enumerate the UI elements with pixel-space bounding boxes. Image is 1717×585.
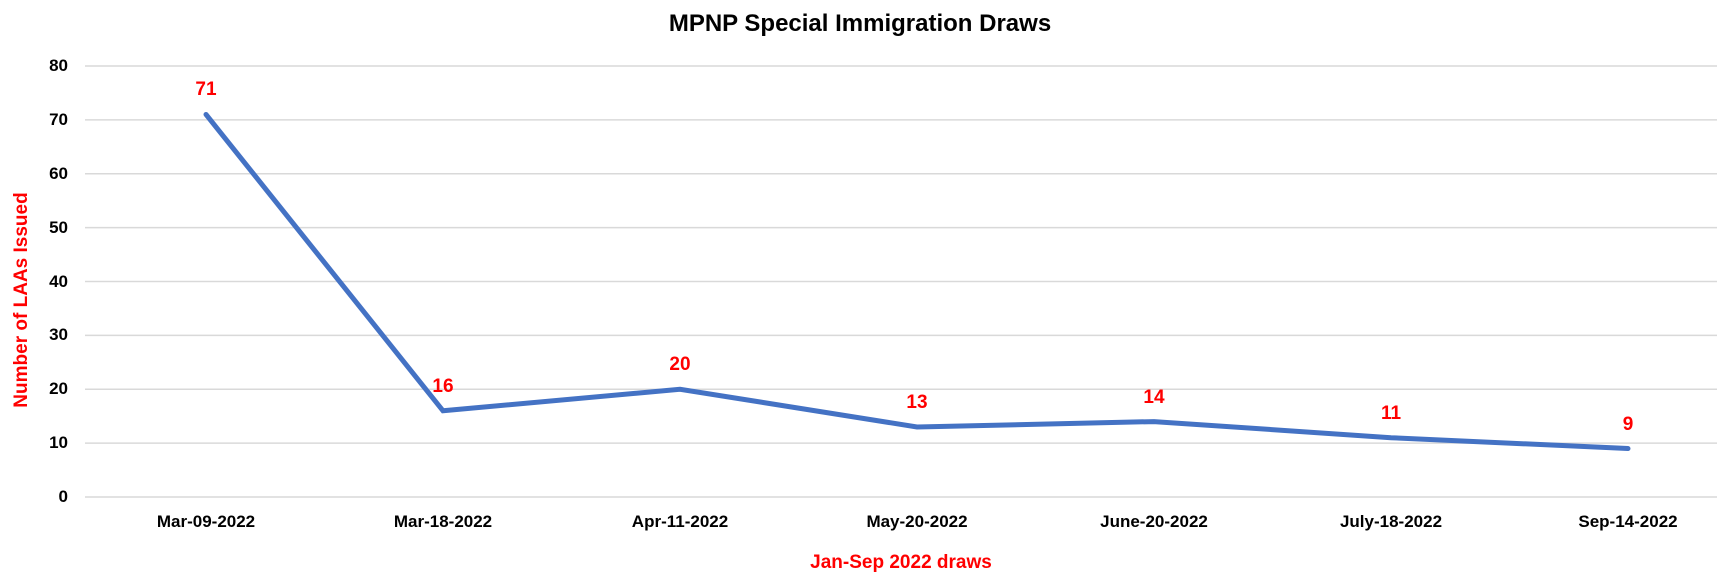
data-label: 14 bbox=[1143, 386, 1165, 408]
y-tick-label: 60 bbox=[49, 163, 68, 183]
data-label: 20 bbox=[669, 354, 691, 376]
y-tick-label: 80 bbox=[49, 56, 68, 75]
x-tick-label: Sep-14-2022 bbox=[1578, 512, 1678, 531]
y-tick-label: 50 bbox=[49, 217, 68, 237]
y-tick-label: 40 bbox=[49, 271, 68, 291]
x-tick-label: Mar-09-2022 bbox=[156, 512, 256, 531]
data-label: 71 bbox=[195, 79, 217, 101]
x-tick-label: Apr-11-2022 bbox=[631, 512, 729, 531]
data-label: 13 bbox=[906, 391, 928, 413]
y-tick-label: 30 bbox=[49, 325, 68, 345]
y-tick-label: 10 bbox=[49, 433, 68, 453]
x-tick-label: Mar-18-2022 bbox=[393, 512, 493, 531]
x-tick-label: July-18-2022 bbox=[1339, 512, 1443, 531]
data-label: 16 bbox=[432, 375, 454, 397]
data-label: 9 bbox=[1622, 413, 1634, 435]
x-tick-label: June-20-2022 bbox=[1100, 512, 1208, 531]
y-tick-label: 20 bbox=[49, 379, 68, 399]
y-tick-label: 0 bbox=[58, 487, 68, 506]
x-axis-title: Jan-Sep 2022 draws bbox=[810, 552, 992, 573]
y-tick-label: 70 bbox=[49, 109, 68, 129]
x-tick-label: May-20-2022 bbox=[866, 512, 968, 531]
chart-title: MPNP Special Immigration Draws bbox=[668, 10, 1052, 37]
series-line bbox=[203, 111, 1631, 452]
data-label: 11 bbox=[1380, 402, 1402, 424]
